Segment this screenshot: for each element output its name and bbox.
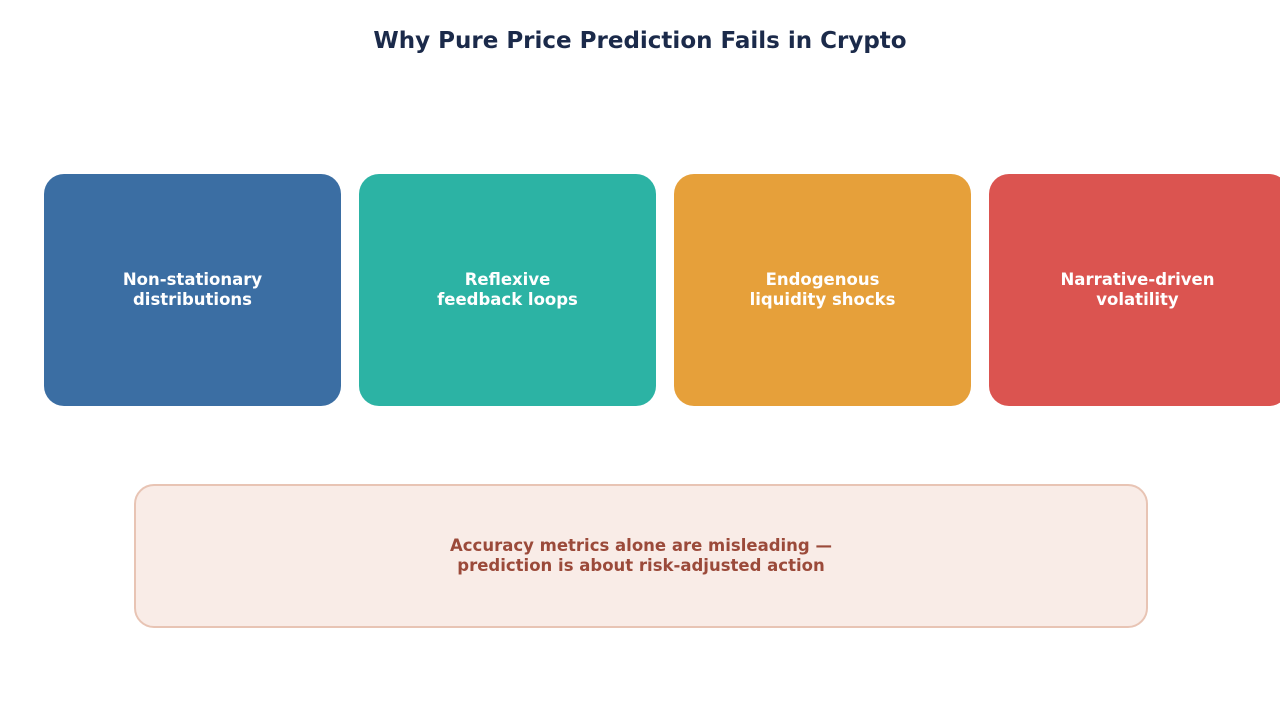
card: Narrative-driven volatility [989, 174, 1280, 406]
card: Non-stationary distributions [44, 174, 341, 406]
card-text: distributions [133, 290, 252, 309]
card-text: Endogenous [765, 270, 880, 289]
card-text: liquidity shocks [749, 290, 896, 309]
card-text: feedback loops [437, 290, 578, 309]
card-text: Reflexive [464, 270, 551, 289]
card: Reflexive feedback loops [359, 174, 656, 406]
card-text: Narrative-driven [1060, 270, 1215, 289]
card: Endogenous liquidity shocks [674, 174, 971, 406]
card-text: volatility [1096, 290, 1179, 309]
callout-text: Accuracy metrics alone are misleading — [450, 536, 832, 555]
callout-text: prediction is about risk-adjusted action [457, 556, 825, 575]
title: Why Pure Price Prediction Fails in Crypt… [373, 28, 907, 54]
callout: Accuracy metrics alone are misleading — p… [134, 484, 1148, 628]
card-text: Non-stationary [122, 270, 263, 289]
